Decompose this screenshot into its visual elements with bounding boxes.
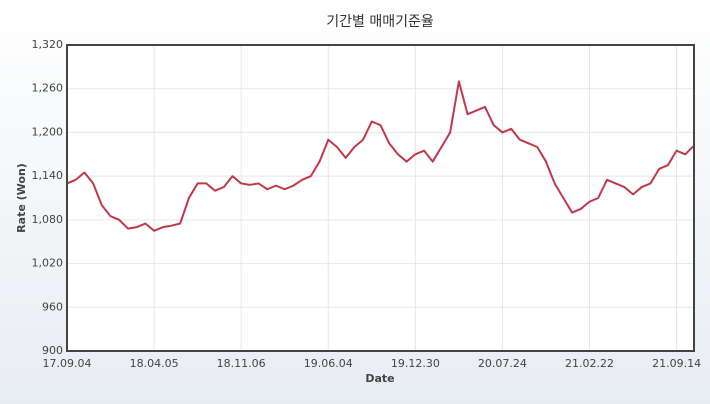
y-axis-label: Rate (Won) [15, 163, 28, 233]
plot-area [67, 45, 694, 351]
y-tick-label: 900 [42, 344, 63, 357]
y-tick-label: 1,140 [32, 169, 64, 182]
x-tick-label: 21.02.22 [565, 357, 614, 370]
data-line [66, 80, 695, 232]
y-tick-label: 1,200 [32, 125, 64, 138]
x-tick-label: 17.09.04 [43, 357, 92, 370]
x-axis-label: Date [365, 372, 394, 385]
y-tick-label: 1,320 [32, 38, 64, 51]
x-tick-label: 18.11.06 [217, 357, 266, 370]
x-tick-label: 19.06.04 [304, 357, 353, 370]
y-tick-label: 1,020 [32, 257, 64, 270]
y-tick-label: 1,080 [32, 213, 64, 226]
x-tick-label: 21.09.14 [652, 357, 701, 370]
y-tick-label: 1,260 [32, 82, 64, 95]
chart-title: 기간별 매매기준율 [326, 14, 434, 30]
plot-border [66, 44, 695, 352]
x-tick-label: 20.07.24 [478, 357, 527, 370]
x-tick-label: 19.12.30 [391, 357, 440, 370]
y-tick-label: 960 [42, 300, 63, 313]
x-tick-label: 18.04.05 [130, 357, 179, 370]
